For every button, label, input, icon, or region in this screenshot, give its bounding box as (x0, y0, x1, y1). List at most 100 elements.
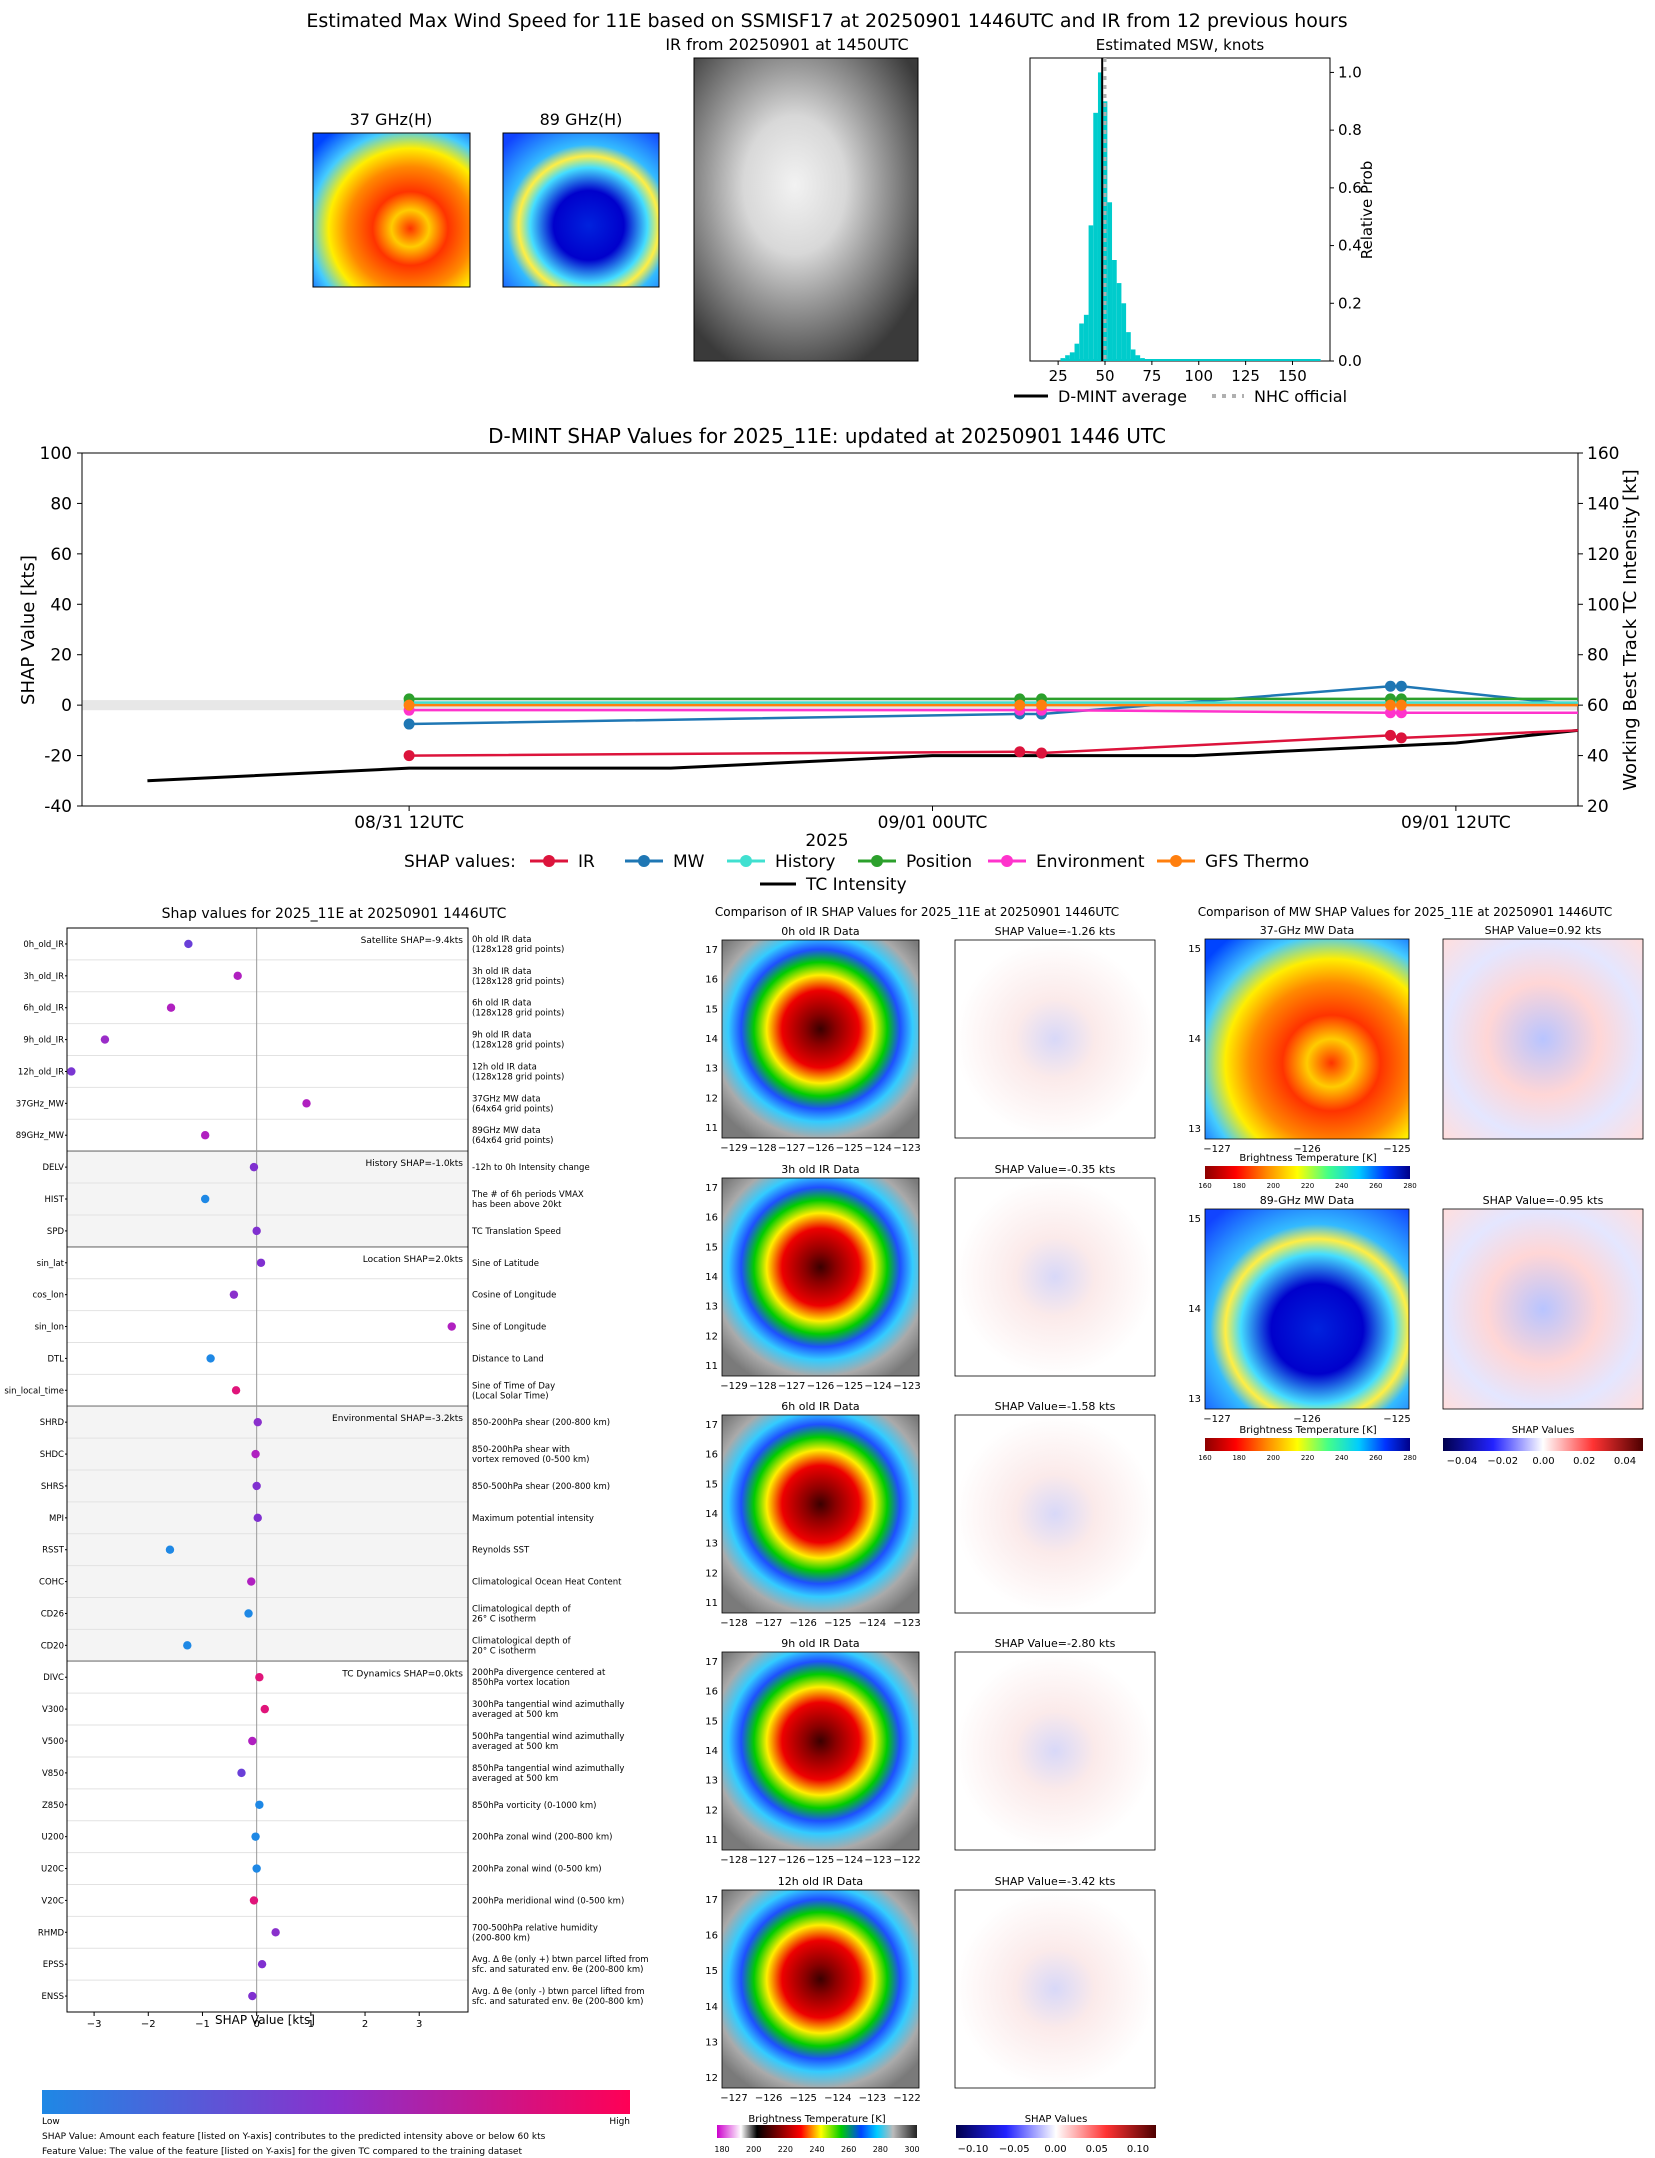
irc-data-0-title: 0h old IR Data (781, 925, 859, 938)
bee-point-9 (252, 1226, 261, 1236)
ts-title: D-MINT SHAP Values for 2025_11E: updated… (488, 424, 1166, 448)
bee-group-label-4: TC Dynamics SHAP=0.0kts (341, 1669, 463, 1679)
mwc-data-0-xtick-2: −125 (1383, 1144, 1410, 1155)
bee-feature-desc-32-0: Avg. Δ θe (only +) btwn parcel lifted fr… (472, 1955, 649, 1965)
hist-bar-14 (1126, 332, 1131, 361)
hist-frame (1029, 57, 1331, 362)
irc-data-2-xtick-4: −124 (859, 1618, 886, 1629)
bee-feature-name-20: COHC (39, 1578, 64, 1588)
bee-point-13 (206, 1354, 215, 1363)
bee-group-band-0 (67, 928, 468, 1152)
bee-feature-desc-7-0: -12h to 0h Intensity change (472, 1163, 590, 1173)
bee-feature-desc-13-0: Distance to Land (472, 1354, 544, 1364)
hist-ytick-2: 0.4 (1338, 237, 1362, 255)
ts-legend: SHAP values: TC Intensity IR MW History Pos… (404, 852, 1309, 895)
irc-shap-0-image (954, 939, 1156, 1139)
bee-feature-desc-23-0: 200hPa divergence centered at (472, 1668, 606, 1678)
irc-title: Comparison of IR SHAP Values for 2025_11… (715, 905, 1119, 919)
bee-feature-desc-14-1: (Local Solar Time) (472, 1391, 549, 1401)
ts-legend-label-2: History (775, 852, 835, 872)
mwc-bt-tick-0-2: 200 (1267, 1182, 1280, 1190)
bee-feature-name-0: 0h_old_IR (23, 940, 64, 950)
mwc-data-0-image (1204, 938, 1410, 1140)
ts-legend-marker-2 (740, 855, 752, 867)
bee-feature-desc-14-0: Sine of Time of Day (472, 1381, 555, 1391)
bee-feature-desc-22-0: Climatological depth of (472, 1636, 572, 1646)
bee-point-29 (252, 1864, 261, 1873)
ts-series-environment (409, 708, 1578, 714)
bee-feature-name-29: U20C (41, 1865, 64, 1875)
bee-point-17 (252, 1481, 261, 1491)
bee-xtick-4: 1 (308, 2019, 314, 2030)
irc-data-4-xtick-2: −125 (789, 2093, 816, 2104)
mwc-data-1-xtick-2: −125 (1383, 1414, 1410, 1425)
bee-point-2 (166, 1003, 176, 1012)
hist-xtick-4: 125 (1231, 367, 1260, 385)
mwc-data-1-ytick-0: 15 (1188, 1214, 1201, 1225)
irc-shap-tick-0: −0.10 (958, 2144, 989, 2155)
bee-xtick-5: 2 (362, 2019, 368, 2030)
ts-point-ir-1 (1014, 746, 1026, 758)
irc-data-4-title: 12h old IR Data (778, 1875, 863, 1888)
bee-point-3 (100, 1035, 110, 1044)
bee-feature-desc-1-0: 3h old IR data (472, 967, 531, 977)
irc-shap-3-title: SHAP Value=-2.80 kts (995, 1637, 1116, 1650)
ts-point-gfs-thermo-4 (1395, 699, 1407, 711)
bee-feature-desc-29-0: 200hPa zonal wind (0-500 km) (472, 1865, 602, 1875)
mwc-data-0-ytick-0: 15 (1188, 944, 1201, 955)
bee-title: Shap values for 2025_11E at 20250901 144… (162, 906, 507, 922)
bee-feature-name-1: 3h_old_IR (23, 972, 64, 982)
bee-point-10 (256, 1258, 266, 1267)
ts-y2tick-1: 40 (1587, 747, 1609, 767)
ts-series-mw (409, 684, 1579, 726)
bee-xtick-1: −2 (141, 2019, 156, 2030)
irc-bt-tick-2: 220 (778, 2145, 793, 2154)
bee-feature-desc-20-0: Climatological Ocean Heat Content (472, 1578, 622, 1588)
ts-y2tick-5: 120 (1587, 545, 1619, 565)
mwc-data-1-xtick-0: −127 (1203, 1414, 1230, 1425)
irc-data-2-image (721, 1414, 920, 1614)
irc-data-3-ytick-5: 12 (705, 1805, 718, 1816)
ts-legend-marker-5 (1170, 855, 1182, 867)
mwc-data-0-ytick-2: 13 (1188, 1124, 1201, 1135)
irc-data-0-xtick-3: −126 (807, 1143, 834, 1154)
bee-feature-name-24: V300 (42, 1705, 64, 1715)
bee-feature-name-4: 12h_old_IR (18, 1067, 64, 1077)
irc-data-3-xtick-4: −124 (836, 1855, 863, 1866)
irc-data-2-ytick-6: 11 (705, 1598, 718, 1609)
ts-year-label: 2025 (805, 831, 848, 851)
irc-data-2-title: 6h old IR Data (781, 1400, 859, 1413)
irc-data-1-xtick-1: −128 (749, 1381, 776, 1392)
bee-feature-desc-27-0: 850hPa vorticity (0-1000 km) (472, 1801, 596, 1811)
figure-title: Estimated Max Wind Speed for 11E based o… (306, 10, 1347, 32)
irc-bt-tick-0: 180 (714, 2145, 729, 2154)
irc-bt-tick-5: 280 (873, 2145, 888, 2154)
bee-feature-desc-3-1: (128x128 grid points) (472, 1041, 564, 1051)
bee-group-label-1: History SHAP=-1.0kts (366, 1159, 464, 1169)
ts-legend-label-4: Environment (1036, 852, 1145, 872)
hist-bar-7 (1093, 112, 1098, 361)
irc-data-1-xtick-0: −129 (720, 1381, 747, 1392)
bee-point-19 (165, 1545, 175, 1554)
mwc-bt-tick-1-4: 240 (1335, 1454, 1348, 1462)
irc-data-3-image (721, 1651, 920, 1851)
mwc-shap-tick-4: 0.04 (1614, 1456, 1636, 1467)
irc-bt-tick-1: 200 (746, 2145, 761, 2154)
irc-data-1-ytick-6: 11 (705, 1361, 718, 1372)
ts-legend-tc-label: TC Intensity (805, 875, 907, 895)
legend-dmint-label: D-MINT average (1058, 387, 1187, 406)
shap-timeseries: D-MINT SHAP Values for 2025_11E: updated… (18, 424, 1641, 851)
mwc-bt-colorbar-2 (1205, 1438, 1410, 1451)
bee-feature-name-23: DIVC (43, 1673, 64, 1683)
bee-feature-desc-33-0: Avg. Δ θe (only -) btwn parcel lifted fr… (472, 1987, 645, 1997)
bee-point-26 (237, 1768, 246, 1778)
irc-data-2-ytick-4: 13 (705, 1539, 718, 1550)
irc-shap-4-image (954, 1889, 1156, 2089)
ir-title: IR from 20250901 at 1450UTC (665, 35, 908, 54)
ts-point-ir-0 (403, 750, 415, 762)
irc-data-0-ytick-0: 17 (705, 945, 718, 956)
irc-data-2-ytick-3: 14 (705, 1509, 718, 1520)
bee-feature-desc-4-1: (128x128 grid points) (472, 1072, 564, 1082)
bee-feature-name-6: 89GHz_MW (16, 1131, 65, 1141)
irc-data-3-ytick-1: 16 (705, 1687, 718, 1698)
